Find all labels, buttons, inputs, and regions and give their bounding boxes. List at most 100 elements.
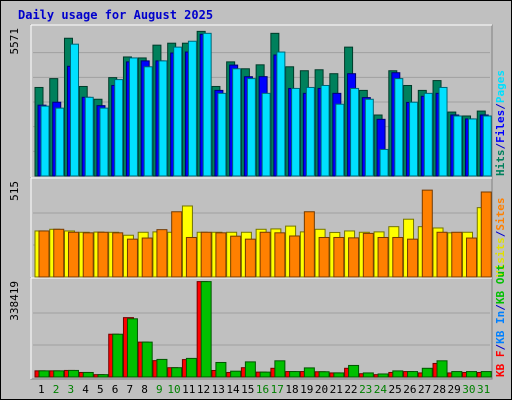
bar-pages-day-5 [99, 107, 109, 177]
x-tick-label-4: 4 [82, 383, 89, 396]
legend-entry: KB Out [494, 264, 507, 304]
bar-sites-day-5 [97, 231, 109, 278]
bar-sites-day-3 [67, 231, 79, 278]
x-tick-label-22: 22 [344, 383, 357, 396]
bar-pages-day-26 [409, 101, 419, 177]
x-tick-label-12: 12 [197, 383, 210, 396]
bar-kb-out-day-20 [318, 371, 330, 378]
bar-sites-day-26 [407, 238, 419, 278]
bar-kb-out-day-22 [348, 364, 360, 378]
bar-kb-out-day-17 [274, 360, 286, 378]
bar-pages-day-12 [202, 32, 212, 177]
bar-kb-out-day-4 [82, 371, 94, 378]
bar-kb-out-day-16 [259, 371, 271, 378]
x-tick-label-21: 21 [330, 383, 343, 396]
y-max-label-kbytes: 338419 [8, 281, 21, 321]
bar-sites-day-28 [436, 231, 448, 278]
chart-title: Daily usage for August 2025 [18, 8, 213, 22]
bar-pages-day-27 [423, 92, 433, 177]
bar-sites-day-11 [185, 236, 197, 278]
x-tick-label-31: 31 [477, 383, 490, 396]
x-tick-label-11: 11 [182, 383, 195, 396]
bar-sites-day-9 [156, 229, 168, 278]
bar-sites-day-10 [171, 211, 183, 278]
y-max-label-hits: 5571 [8, 28, 21, 55]
bar-pages-day-16 [261, 92, 271, 177]
bar-kb-out-day-27 [421, 367, 433, 378]
bar-pages-day-22 [350, 87, 360, 177]
x-tick-label-6: 6 [112, 383, 119, 396]
bar-pages-day-1 [40, 105, 50, 177]
bar-kb-out-day-19 [303, 367, 315, 378]
bar-sites-day-14 [230, 235, 242, 278]
x-tick-label-1: 1 [38, 383, 45, 396]
x-tick-label-26: 26 [403, 383, 416, 396]
x-tick-label-17: 17 [271, 383, 284, 396]
bar-pages-day-15 [246, 78, 256, 177]
x-tick-label-10: 10 [167, 383, 180, 396]
bar-sites-day-2 [53, 228, 65, 278]
bar-pages-day-23 [364, 98, 374, 177]
bar-pages-day-20 [320, 84, 330, 177]
bar-kb-out-day-3 [67, 369, 79, 378]
bar-kb-out-day-10 [171, 367, 183, 378]
bar-pages-day-2 [55, 107, 65, 177]
bar-kb-out-day-26 [407, 371, 419, 378]
bar-kb-out-day-6 [112, 333, 124, 378]
panel-frame [30, 277, 493, 380]
bar-pages-day-25 [394, 78, 404, 177]
legend-hits: Hits/Files/Pages [494, 70, 507, 176]
bar-kb-out-day-13 [215, 361, 227, 378]
legend-entry: KB F [494, 351, 507, 378]
bar-sites-day-4 [82, 232, 94, 278]
bar-pages-day-18 [291, 87, 301, 177]
x-tick-label-8: 8 [141, 383, 148, 396]
bar-kb-out-day-12 [200, 281, 212, 378]
legend-entry: / [494, 344, 507, 351]
bar-sites-day-18 [289, 235, 301, 278]
x-tick-label-29: 29 [448, 383, 461, 396]
x-tick-label-2: 2 [53, 383, 60, 396]
bar-sites-day-21 [333, 236, 345, 278]
legend-entry: / [494, 103, 507, 110]
legend-entry: Files [494, 110, 507, 143]
bar-pages-day-30 [468, 118, 478, 177]
bar-pages-day-7 [128, 57, 138, 177]
legend-entry: KB In [494, 311, 507, 344]
bar-pages-day-6 [114, 79, 124, 177]
bar-sites-day-13 [215, 232, 227, 278]
x-tick-label-20: 20 [315, 383, 328, 396]
legend-entry: / [494, 143, 507, 150]
x-tick-label-19: 19 [300, 383, 313, 396]
bar-kb-out-day-25 [392, 370, 404, 378]
bar-sites-day-15 [244, 238, 256, 278]
bar-sites-day-16 [259, 231, 271, 278]
bar-kb-out-day-21 [333, 372, 345, 378]
bar-sites-day-8 [141, 237, 153, 278]
bar-kb-out-day-2 [53, 370, 65, 378]
bar-pages-day-29 [453, 115, 463, 177]
panel-hits: 5571 Hits/Files/Pages [8, 24, 507, 179]
bar-pages-day-3 [69, 43, 79, 177]
bar-kb-out-day-7 [126, 318, 138, 378]
bar-sites-day-22 [348, 237, 360, 278]
x-tick-label-9: 9 [156, 383, 163, 396]
x-tick-label-28: 28 [433, 383, 446, 396]
bar-pages-day-8 [143, 66, 153, 177]
panel-sites: 515 Visits/Sites [8, 177, 507, 280]
bar-sites-day-31 [480, 191, 492, 278]
bar-sites-day-17 [274, 232, 286, 278]
x-tick-label-7: 7 [127, 383, 134, 396]
bar-kb-out-day-18 [289, 371, 301, 378]
bar-kb-out-day-5 [97, 374, 109, 378]
x-tick-label-14: 14 [226, 383, 240, 396]
bar-sites-day-20 [318, 236, 330, 278]
bar-kb-out-day-9 [156, 358, 168, 378]
bar-sites-day-24 [377, 236, 389, 278]
bar-pages-day-24 [379, 148, 389, 177]
bar-pages-day-31 [482, 115, 492, 177]
x-tick-label-16: 16 [256, 383, 269, 396]
bar-pages-day-28 [438, 86, 448, 177]
bar-sites-day-30 [466, 237, 478, 278]
